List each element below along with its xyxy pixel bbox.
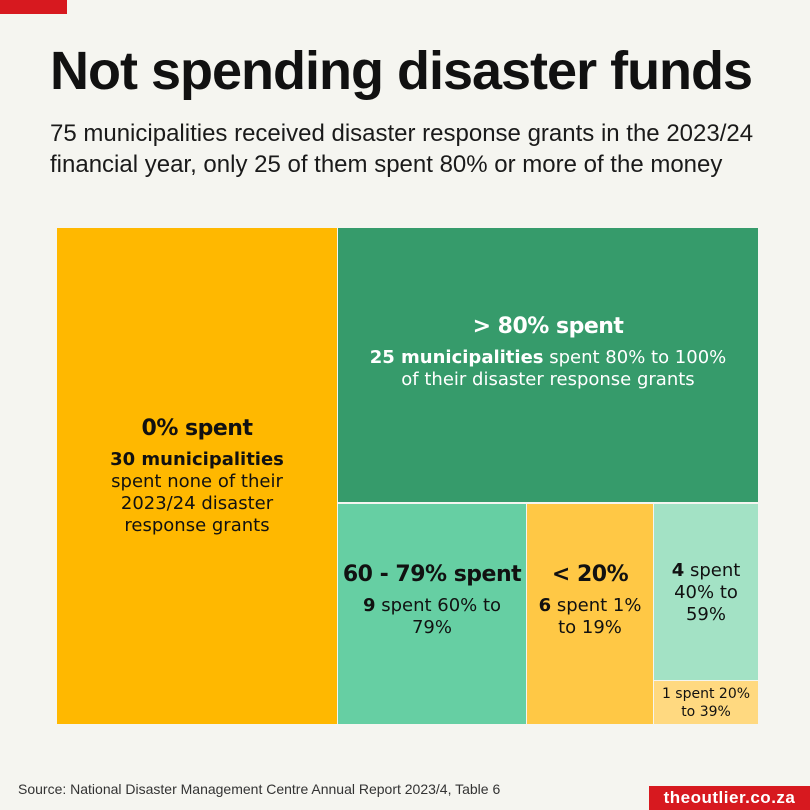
cell-desc: 4 spent 40% to 59% bbox=[661, 560, 751, 626]
brand-accent-bar bbox=[0, 0, 67, 14]
cell-desc: 9 spent 60% to 79% bbox=[352, 595, 512, 639]
cell-desc: 25 municipalities spent 80% to 100% of t… bbox=[368, 347, 728, 391]
cell-text: spent 40% to 59% bbox=[674, 560, 741, 625]
cell-title: < 20% bbox=[551, 562, 629, 587]
cell-desc: 30 municipalities spent none of their 20… bbox=[87, 449, 307, 537]
cell-title: 60 - 79% spent bbox=[342, 562, 522, 587]
cell-text: 1 spent 20% to 39% bbox=[661, 685, 751, 720]
cell-title: > 80% spent bbox=[472, 314, 624, 339]
cell-text: spent 60% to 79% bbox=[375, 595, 502, 638]
cell-text: spent 80% to 100% of their disaster resp… bbox=[401, 347, 727, 390]
cell-count: 6 bbox=[538, 595, 552, 616]
cell-text: spent 1% to 19% bbox=[551, 595, 642, 638]
source-note: Source: National Disaster Management Cen… bbox=[18, 781, 501, 797]
treemap-cell-40-59pct: 4 spent 40% to 59% bbox=[654, 504, 758, 680]
treemap-cell-80pct: > 80% spent 25 municipalities spent 80% t… bbox=[338, 228, 758, 502]
cell-count: 25 municipalities bbox=[369, 347, 544, 368]
treemap-cell-20-39pct: 1 spent 20% to 39% bbox=[654, 681, 758, 724]
brand-logo[interactable]: theoutlier.co.za bbox=[649, 786, 810, 810]
cell-count: 9 bbox=[362, 595, 376, 616]
subtitle: 75 municipalities received disaster resp… bbox=[50, 120, 754, 178]
treemap-cell-60-79pct: 60 - 79% spent 9 spent 60% to 79% bbox=[338, 504, 526, 724]
cell-count: 30 municipalities bbox=[110, 448, 284, 470]
cell-text: spent none of their 2023/24 disaster res… bbox=[111, 470, 283, 536]
treemap-cell-under-20pct: < 20% 6 spent 1% to 19% bbox=[527, 504, 653, 724]
cell-desc: 1 spent 20% to 39% bbox=[656, 685, 756, 721]
cell-desc: 6 spent 1% to 19% bbox=[535, 595, 645, 639]
page-title: Not spending disaster funds bbox=[50, 41, 753, 101]
cell-count: 4 bbox=[671, 560, 685, 581]
cell-title: 0% spent bbox=[141, 415, 253, 441]
treemap-cell-0pct: 0% spent 30 municipalities spent none of … bbox=[57, 228, 337, 724]
